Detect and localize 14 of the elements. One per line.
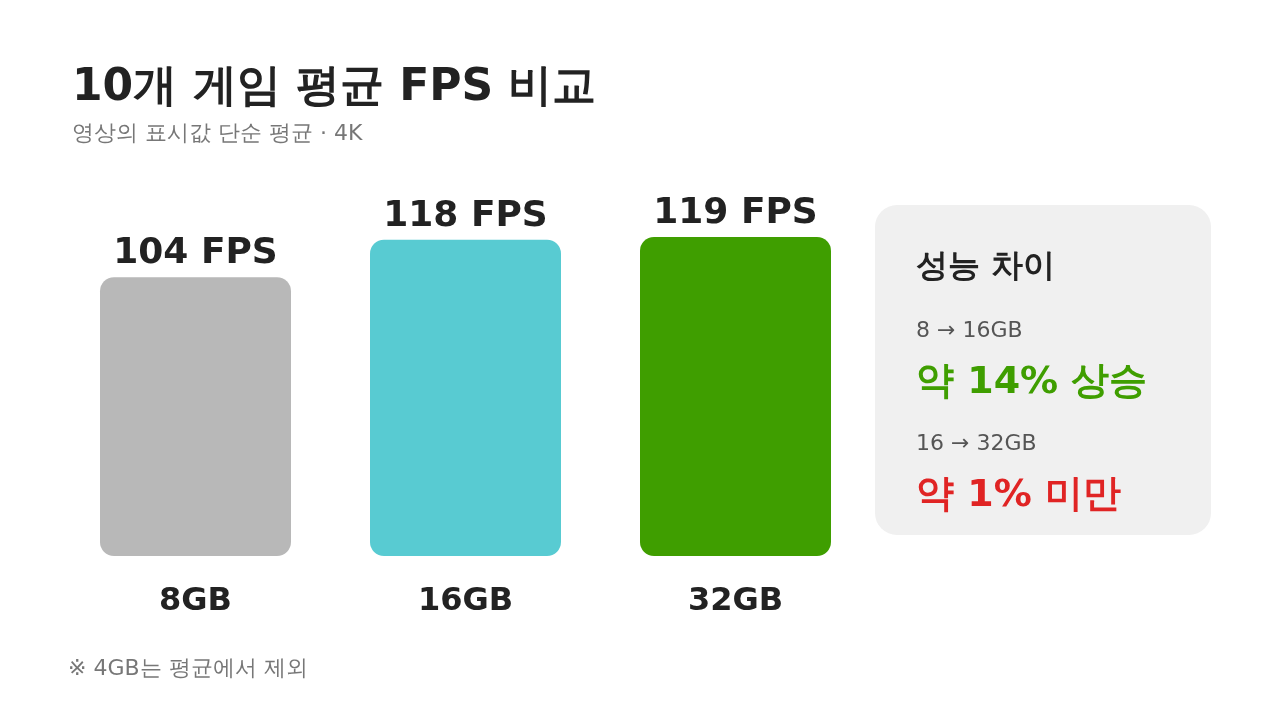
text: 성능 차이 xyxy=(916,246,1056,284)
x-tick-label: 16GB xyxy=(417,580,514,618)
data-label: 118 FPS xyxy=(383,192,548,234)
text: 16 → 32GB xyxy=(916,430,1037,455)
data-label: 104 FPS xyxy=(113,230,278,272)
chart-subtitle: 영상의 표시값 단순 평균 · 4K xyxy=(72,120,363,145)
text: ※ 4GB는 평균에서 제외 xyxy=(68,655,308,680)
text: 8 → 16GB xyxy=(916,317,1023,342)
text: 약 14% 상승 xyxy=(916,358,1148,402)
chart-title: 10개 게임 평균 FPS 비교 xyxy=(72,59,597,110)
text: 약 1% 미만 xyxy=(916,471,1121,515)
data-label: 119 FPS xyxy=(653,190,818,231)
x-tick-label: 32GB xyxy=(687,580,784,618)
x-tick-label: 8GB xyxy=(159,580,232,618)
